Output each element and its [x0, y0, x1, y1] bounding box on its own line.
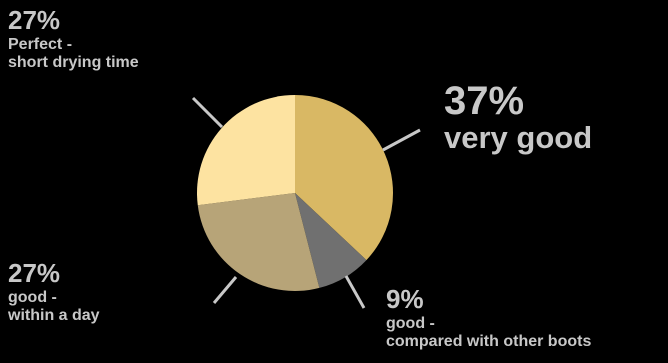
- leader-line-1: [344, 275, 366, 309]
- label-good-within-day-percent: 27%: [8, 258, 61, 288]
- label-very-good-text: very good: [444, 120, 593, 155]
- leader-line-3: [191, 96, 224, 129]
- label-perfect-percent: 27%: [8, 5, 61, 35]
- label-good-within-day-text-2: within a day: [8, 307, 100, 325]
- label-good-compared-percent: 9%: [386, 284, 424, 314]
- pie-slice-2: [197, 193, 320, 291]
- leader-line-0: [382, 128, 421, 152]
- pie-slice-0: [295, 95, 393, 261]
- label-perfect-text-1: Perfect -: [8, 35, 73, 53]
- label-good-within-day-text-1: good -: [8, 288, 57, 306]
- label-perfect-text-2: short drying time: [8, 54, 139, 72]
- label-good-compared: 9% good - compared with other boots: [386, 284, 592, 352]
- label-perfect: 27% Perfect - short drying time: [8, 5, 139, 73]
- label-good-compared-text-1: good -: [386, 314, 435, 332]
- pie-slice-3: [197, 95, 295, 206]
- leader-line-2: [212, 276, 238, 304]
- label-very-good: 37% very good: [444, 80, 592, 155]
- pie-slice-1: [295, 193, 367, 288]
- label-very-good-percent: 37%: [444, 79, 525, 123]
- label-good-compared-text-2: compared with other boots: [386, 333, 592, 351]
- label-good-within-day: 27% good - within a day: [8, 258, 100, 326]
